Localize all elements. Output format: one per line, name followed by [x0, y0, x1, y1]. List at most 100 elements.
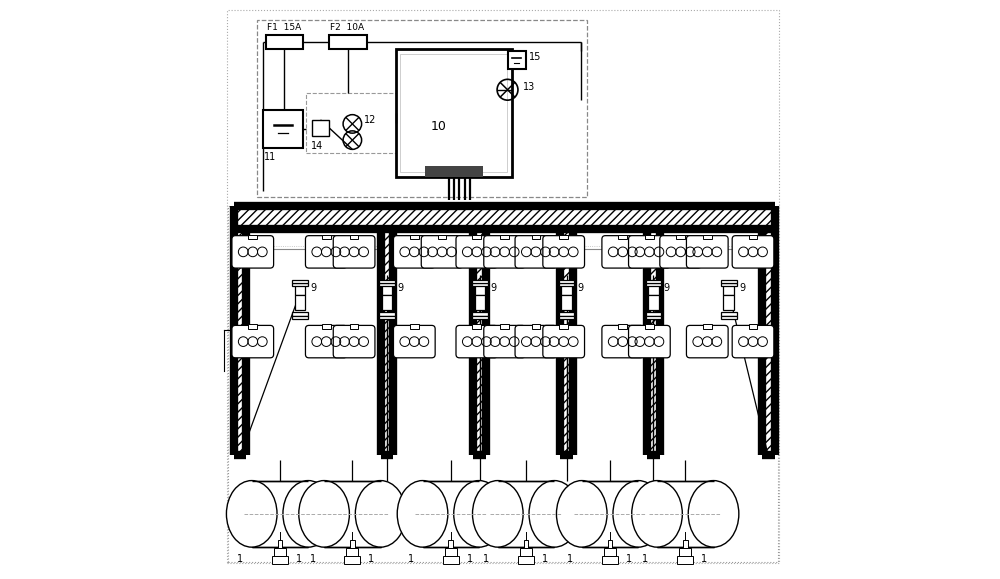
Ellipse shape [283, 481, 334, 547]
Bar [749, 234, 757, 239]
Text: 1: 1 [483, 554, 489, 563]
Bar [645, 324, 654, 329]
Bar [257, 20, 587, 197]
Bar [646, 280, 661, 283]
Bar [518, 556, 534, 564]
FancyBboxPatch shape [629, 236, 670, 268]
Bar [602, 556, 618, 564]
Bar [647, 229, 660, 455]
Bar [646, 316, 661, 318]
Bar [445, 548, 457, 556]
Bar [532, 234, 540, 239]
Text: F2  10A: F2 10A [330, 23, 364, 32]
Bar [520, 548, 532, 556]
Text: 9: 9 [739, 283, 745, 292]
Bar [524, 540, 528, 548]
Bar [473, 229, 486, 455]
Bar [472, 313, 488, 316]
Ellipse shape [472, 481, 523, 547]
FancyBboxPatch shape [393, 236, 435, 268]
Bar [721, 313, 737, 316]
Bar [423, 481, 479, 547]
Bar [295, 281, 305, 295]
Bar [604, 548, 616, 556]
Bar [723, 295, 734, 310]
Bar [472, 234, 481, 239]
Text: 10: 10 [431, 120, 446, 133]
Bar [410, 234, 419, 239]
Bar [749, 324, 757, 329]
Bar [618, 234, 627, 239]
FancyBboxPatch shape [232, 325, 274, 358]
Bar [608, 540, 612, 548]
FancyBboxPatch shape [686, 236, 728, 268]
Bar [472, 283, 488, 286]
FancyBboxPatch shape [602, 325, 644, 358]
Bar [381, 229, 393, 455]
Bar [312, 120, 329, 136]
Bar [703, 324, 712, 329]
Bar [292, 313, 308, 316]
Ellipse shape [355, 481, 406, 547]
Bar [322, 234, 331, 239]
Bar [248, 234, 257, 239]
Ellipse shape [299, 481, 349, 547]
FancyBboxPatch shape [232, 236, 274, 268]
FancyBboxPatch shape [660, 236, 701, 268]
Bar [472, 324, 481, 329]
Bar [382, 281, 392, 295]
Bar [657, 481, 714, 547]
Ellipse shape [556, 481, 607, 547]
Ellipse shape [226, 481, 277, 547]
Bar [324, 481, 381, 547]
Bar [500, 324, 509, 329]
Bar [228, 206, 778, 562]
Ellipse shape [454, 481, 504, 547]
Bar [559, 313, 574, 316]
Bar [559, 280, 574, 283]
Bar [648, 281, 659, 295]
Bar [234, 206, 775, 229]
Bar [322, 324, 331, 329]
Bar [646, 283, 661, 286]
Text: 11: 11 [264, 152, 277, 162]
FancyBboxPatch shape [333, 325, 375, 358]
Text: 1: 1 [408, 554, 414, 563]
Ellipse shape [688, 481, 739, 547]
Bar [561, 281, 572, 295]
Text: 12: 12 [364, 115, 376, 124]
Bar [646, 313, 661, 316]
FancyBboxPatch shape [333, 236, 375, 268]
Text: 9: 9 [664, 283, 670, 292]
Text: 13: 13 [523, 82, 535, 91]
Bar [475, 281, 485, 295]
Bar [379, 313, 395, 316]
Bar [306, 93, 396, 153]
Text: 9: 9 [490, 283, 496, 292]
Bar [500, 234, 509, 239]
FancyBboxPatch shape [543, 236, 585, 268]
FancyBboxPatch shape [686, 325, 728, 358]
Bar [379, 283, 395, 286]
Text: 1: 1 [626, 554, 632, 563]
Bar [721, 283, 737, 286]
Bar [350, 540, 355, 548]
Text: 1: 1 [237, 554, 243, 563]
Bar [344, 556, 360, 564]
Bar [679, 548, 691, 556]
Bar [379, 316, 395, 318]
Bar [723, 281, 734, 295]
FancyBboxPatch shape [305, 325, 347, 358]
FancyBboxPatch shape [543, 325, 585, 358]
Bar [645, 234, 654, 239]
Text: 1: 1 [542, 554, 548, 563]
Bar [274, 548, 286, 556]
Ellipse shape [529, 481, 580, 547]
FancyBboxPatch shape [515, 236, 557, 268]
FancyBboxPatch shape [602, 236, 644, 268]
Bar [762, 229, 775, 455]
Bar [346, 548, 358, 556]
Bar [683, 540, 688, 548]
FancyBboxPatch shape [629, 325, 670, 358]
Bar [396, 49, 512, 177]
